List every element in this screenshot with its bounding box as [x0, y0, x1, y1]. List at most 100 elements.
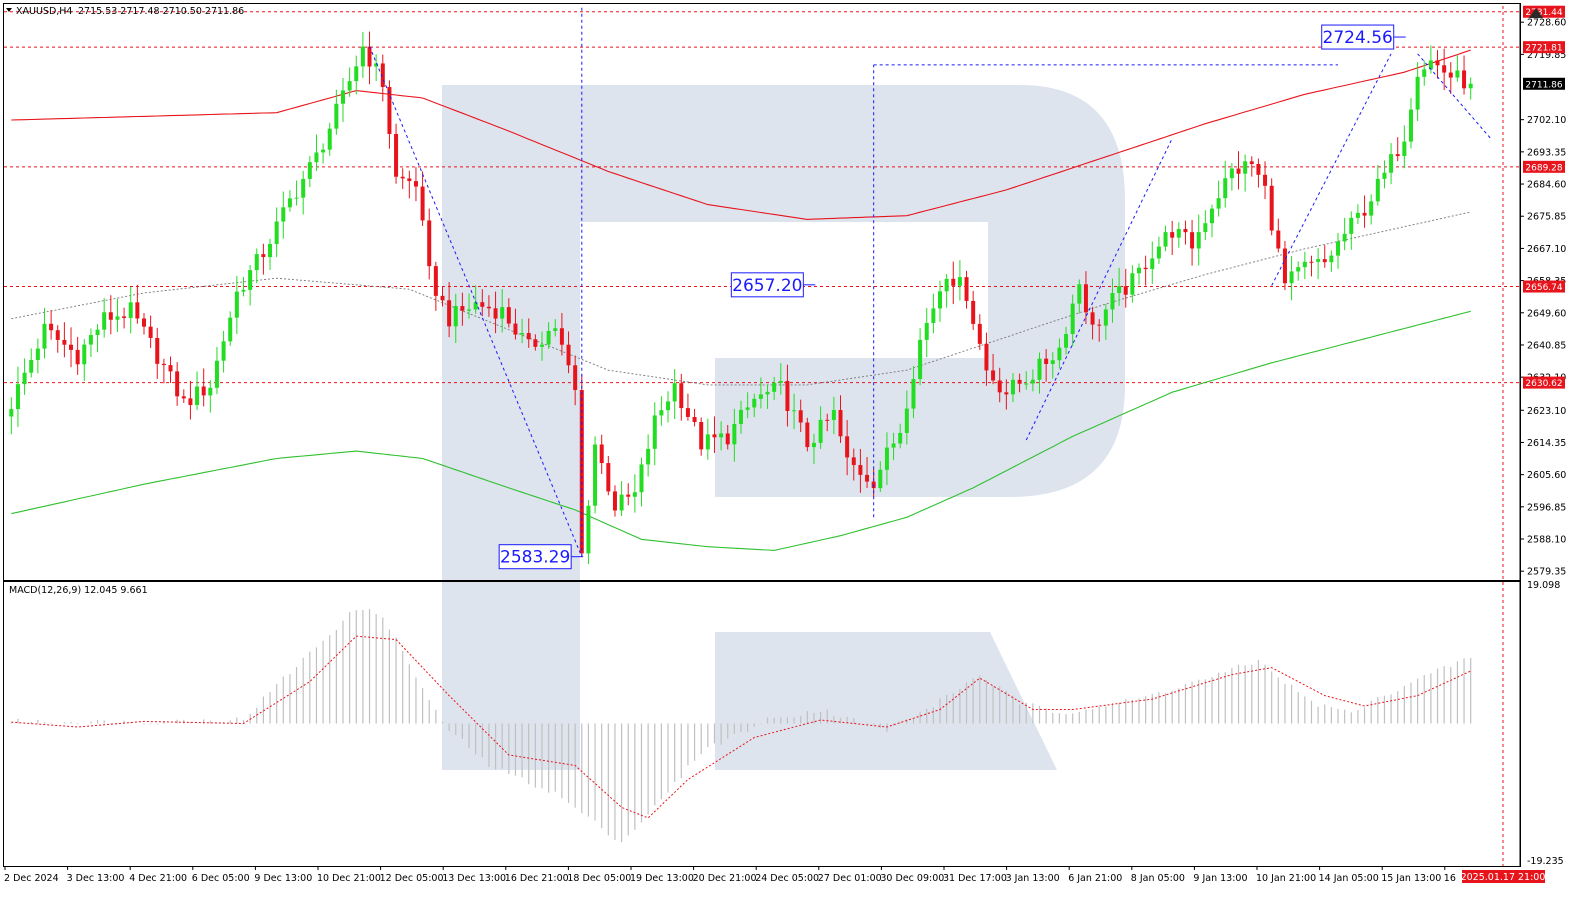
bear-candle	[440, 295, 445, 301]
bull-candle	[214, 360, 219, 388]
bear-candle	[559, 328, 564, 345]
bear-candle	[1276, 230, 1281, 249]
bear-candle	[122, 316, 127, 318]
bear-candle	[1362, 212, 1367, 216]
bull-candle	[128, 302, 133, 318]
bull-candle	[1369, 201, 1374, 216]
bull-candle	[1064, 334, 1069, 348]
trend-line	[1417, 53, 1491, 139]
bull-candle	[752, 398, 757, 408]
bull-candle	[639, 464, 644, 493]
bull-candle	[818, 419, 823, 443]
time-tick-label: 27 Dec 01:00	[818, 873, 882, 884]
bull-candle	[1010, 379, 1015, 395]
bull-candle	[593, 444, 598, 506]
bull-candle	[1415, 76, 1420, 110]
bull-candle	[102, 312, 107, 330]
bear-candle	[49, 323, 54, 331]
bull-candle	[884, 447, 889, 470]
bear-candle	[692, 416, 697, 423]
bear-candle	[785, 380, 790, 411]
trend-line	[369, 46, 583, 557]
bear-candle	[971, 300, 976, 324]
price-label: 2724.56	[1323, 28, 1393, 48]
bull-candle	[321, 149, 326, 153]
bear-candle	[135, 302, 140, 319]
time-tick-label: 9 Jan 13:00	[1193, 873, 1247, 884]
macd-tick-label: -19.235	[1527, 856, 1564, 867]
bull-candle	[1057, 347, 1062, 361]
price-box-label: 2711.86	[1525, 80, 1562, 90]
time-tick-label: 3 Jan 13:00	[1006, 873, 1060, 884]
bear-candle	[798, 410, 803, 423]
time-tick-label: 16 Dec 21:00	[505, 873, 569, 884]
bull-candle	[1130, 273, 1135, 295]
bull-candle	[274, 221, 279, 244]
bear-candle	[626, 494, 631, 497]
trend-lines	[369, 6, 1491, 557]
bear-candle	[606, 463, 611, 492]
price-label-box	[730, 272, 804, 298]
bull-candle	[1209, 208, 1214, 224]
bull-candle	[646, 448, 651, 465]
bear-candle	[433, 266, 438, 296]
bull-candle	[1110, 293, 1115, 310]
bull-candle	[228, 317, 233, 342]
bear-candle	[1322, 259, 1327, 263]
time-tick-label: 31 Dec 17:00	[943, 873, 1007, 884]
collapse-triangle-icon	[6, 8, 12, 12]
bull-candle	[241, 289, 246, 292]
macd-panel	[10, 609, 1472, 843]
bear-candle	[865, 474, 870, 482]
bear-candle	[168, 365, 173, 372]
time-tick-label: 18 Dec 05:00	[567, 873, 631, 884]
bull-candle	[1422, 69, 1427, 77]
bull-candle	[374, 63, 379, 67]
bear-candle	[407, 178, 412, 182]
bear-candle	[1236, 168, 1241, 174]
bear-candle	[108, 312, 113, 320]
bear-candle	[1170, 232, 1175, 238]
bear-candle	[679, 383, 684, 409]
bull-candle	[9, 409, 14, 417]
bull-candle	[268, 243, 273, 258]
bull-candle	[453, 306, 458, 327]
time-tick-label: 30 Dec 09:00	[880, 873, 944, 884]
bear-candle	[62, 339, 67, 345]
bear-candle	[984, 343, 989, 371]
bull-candle	[911, 379, 916, 409]
price-label-box	[498, 544, 572, 570]
bear-candle	[493, 308, 498, 319]
bear-candle	[964, 277, 969, 301]
price-box	[1523, 77, 1565, 90]
bull-candle	[520, 333, 525, 335]
bear-candle	[400, 176, 405, 179]
bear-candle	[1395, 154, 1400, 157]
bull-candle	[347, 81, 352, 91]
bull-candle	[539, 344, 544, 347]
price-tick-label: 2728.60	[1527, 18, 1566, 29]
bear-candle	[261, 254, 266, 258]
bear-candle	[1004, 392, 1009, 395]
bear-candle	[55, 330, 60, 340]
bear-candle	[725, 433, 730, 445]
bull-candle	[360, 46, 365, 67]
price-tick-label: 2702.10	[1527, 115, 1566, 126]
ma-green-line	[11, 310, 1471, 551]
time-tick-label: 12 Dec 05:00	[380, 873, 444, 884]
bull-candle	[758, 394, 763, 399]
bear-candle	[141, 318, 146, 327]
bear-candle	[1249, 161, 1254, 164]
macd-signal-line	[11, 635, 1471, 819]
bull-candle	[221, 341, 226, 361]
bear-candle	[486, 306, 491, 309]
bear-candle	[175, 371, 180, 397]
bull-candle	[1150, 258, 1155, 270]
time-tick-label: 10 Dec 21:00	[317, 873, 381, 884]
bear-candle	[1435, 60, 1440, 66]
bull-candle	[904, 408, 909, 433]
bull-candle	[500, 307, 505, 319]
bull-candle	[778, 380, 783, 383]
